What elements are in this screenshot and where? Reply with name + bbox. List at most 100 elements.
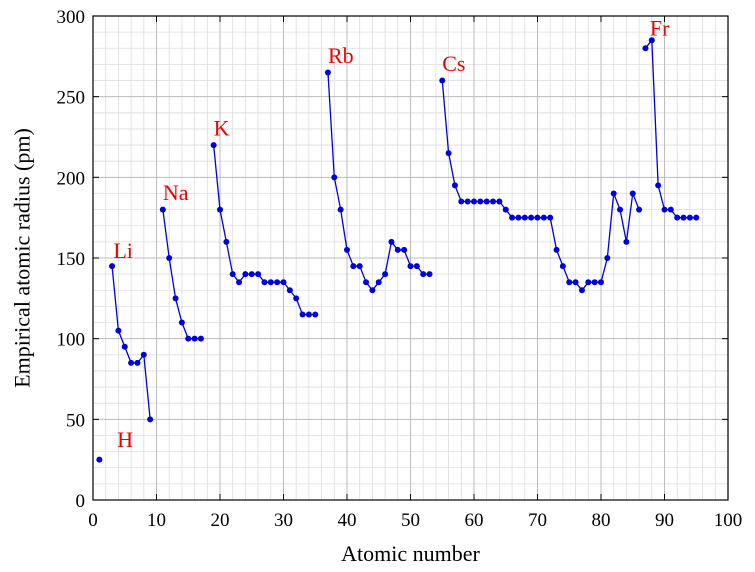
data-point <box>648 37 655 44</box>
x-tick-label: 10 <box>147 510 166 531</box>
y-tick-label: 200 <box>57 168 86 189</box>
data-point <box>236 279 243 286</box>
data-point <box>604 255 611 261</box>
x-axis-title: Atomic number <box>341 541 480 566</box>
data-point <box>401 246 408 253</box>
series-points <box>96 37 700 463</box>
data-point <box>553 246 560 253</box>
data-point <box>407 263 414 270</box>
element-label: H <box>117 427 133 452</box>
data-point <box>471 198 477 205</box>
data-point <box>572 279 579 286</box>
data-point <box>598 279 604 286</box>
major-gridlines <box>92 15 729 501</box>
data-point <box>280 279 287 286</box>
data-point <box>547 214 554 221</box>
data-point <box>426 271 433 278</box>
data-point <box>458 198 465 205</box>
data-point <box>413 263 420 270</box>
x-tick-label: 20 <box>211 510 230 531</box>
data-point <box>617 206 624 213</box>
element-label: K <box>214 115 230 140</box>
data-point <box>674 214 681 221</box>
x-tick-label: 40 <box>338 510 357 531</box>
y-tick-label: 100 <box>57 330 86 351</box>
element-label: Rb <box>328 43 354 68</box>
element-label: Fr <box>650 15 670 40</box>
data-point <box>559 263 566 270</box>
element-label: Cs <box>442 51 465 76</box>
data-point <box>680 214 687 221</box>
data-point <box>394 246 401 253</box>
y-tick-label: 250 <box>57 88 86 109</box>
data-point <box>636 206 643 213</box>
data-point <box>496 198 503 205</box>
data-point <box>375 279 382 286</box>
x-tick-label: 50 <box>401 510 420 531</box>
data-point <box>369 287 376 294</box>
data-point <box>445 150 452 157</box>
data-point <box>166 255 173 261</box>
data-point <box>267 279 274 286</box>
data-point <box>382 271 389 278</box>
data-point <box>229 271 236 278</box>
y-tick-label: 50 <box>66 410 85 431</box>
y-tick-label: 150 <box>57 249 86 270</box>
x-tick-label: 70 <box>528 510 547 531</box>
data-point <box>439 77 446 84</box>
data-point <box>96 456 103 463</box>
data-point <box>210 142 217 149</box>
data-point <box>286 287 293 294</box>
data-point <box>185 335 192 342</box>
data-point <box>483 198 490 205</box>
data-point <box>515 214 522 221</box>
y-tick-labels: 0 50 100 150 200 250 300 <box>57 7 86 512</box>
data-point <box>312 311 319 318</box>
data-point <box>134 359 141 366</box>
data-point <box>191 335 198 342</box>
data-point <box>140 351 147 358</box>
x-tick-label: 90 <box>655 510 674 531</box>
data-point <box>223 238 230 245</box>
axis-ticks <box>92 15 729 501</box>
data-point <box>248 271 255 278</box>
data-point <box>521 214 528 221</box>
y-tick-label: 300 <box>57 7 86 28</box>
data-point <box>128 359 135 366</box>
data-point <box>502 206 509 213</box>
data-point <box>693 214 700 221</box>
data-point <box>477 198 484 205</box>
x-tick-label: 80 <box>592 510 611 531</box>
data-point <box>356 263 363 270</box>
y-tick-label: 0 <box>76 491 86 512</box>
data-point <box>337 206 344 213</box>
y-axis-title: Empirical atomic radius (pm) <box>10 128 35 388</box>
data-point <box>534 214 541 221</box>
data-point <box>540 214 547 221</box>
data-point <box>642 45 649 52</box>
data-point <box>585 279 592 286</box>
data-point <box>115 327 122 334</box>
data-point <box>159 206 166 213</box>
data-point <box>172 295 179 302</box>
data-point <box>324 69 331 76</box>
data-point <box>661 206 668 213</box>
data-point <box>274 279 281 286</box>
data-point <box>451 182 458 189</box>
data-point <box>261 279 268 286</box>
data-point <box>420 271 427 278</box>
data-point <box>566 279 573 286</box>
data-point <box>578 287 585 294</box>
data-point <box>255 271 262 278</box>
element-annotations: H Li Na K Rb Cs Fr <box>113 15 670 451</box>
data-point <box>509 214 516 221</box>
data-point <box>217 206 223 213</box>
data-point <box>178 319 185 326</box>
data-point <box>464 198 471 205</box>
data-point <box>299 311 306 318</box>
data-point <box>591 279 598 286</box>
data-point <box>686 214 693 221</box>
data-point <box>350 263 357 270</box>
x-tick-label: 0 <box>88 510 98 531</box>
